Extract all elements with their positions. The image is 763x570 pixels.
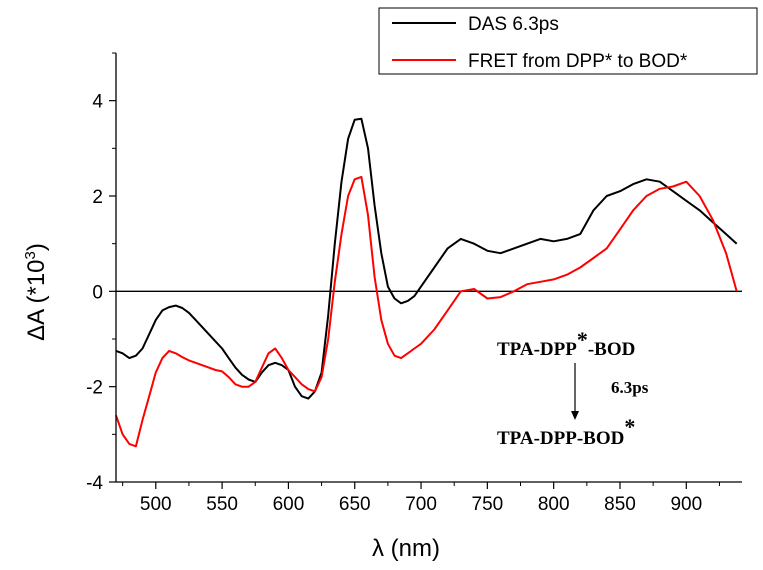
y-tick-label-2: 2 xyxy=(92,187,103,208)
annotation-line1-suffix: -BOD xyxy=(588,339,636,360)
x-tick-label-850: 850 xyxy=(604,494,636,515)
x-tick-label-600: 600 xyxy=(273,494,305,515)
annotation-line1-star: * xyxy=(577,327,588,352)
annotation: TPA-DPP*-BOD 6.3ps TPA-DPP-BOD* xyxy=(497,327,649,449)
series-layer xyxy=(115,117,738,448)
x-tick-label-800: 800 xyxy=(538,494,570,515)
annotation-line2: TPA-DPP-BOD* xyxy=(497,414,635,449)
y-axis-title-sup: 3 xyxy=(22,251,39,259)
legend-label-das: DAS 6.3ps xyxy=(468,14,559,35)
x-tick-label-650: 650 xyxy=(339,494,371,515)
x-tick-label-900: 900 xyxy=(670,494,702,515)
x-tick-label-700: 700 xyxy=(405,494,437,515)
legend-label-fret: FRET from DPP* to BOD* xyxy=(468,51,688,72)
annotation-line2-star: * xyxy=(624,414,635,439)
x-tick-label-550: 550 xyxy=(206,494,238,515)
y-tick-label--4: -4 xyxy=(86,473,103,494)
annotation-arrow-head xyxy=(571,411,579,420)
ticks-layer: 500 550 600 650 700 750 800 850 900 -4 -2 0 2 4 xyxy=(86,52,720,515)
y-tick-label--2: -2 xyxy=(86,378,103,399)
y-axis-title: ΔA (*103) xyxy=(22,243,50,341)
annotation-line2-prefix: TPA-DPP-BOD xyxy=(497,428,624,449)
y-axis-title-tail: ) xyxy=(23,243,50,251)
x-tick-label-750: 750 xyxy=(472,494,504,515)
y-tick-label-0: 0 xyxy=(92,282,103,303)
y-tick-label-4: 4 xyxy=(92,92,103,113)
legend: DAS 6.3ps FRET from DPP* to BOD* xyxy=(378,7,758,75)
annotation-line1-prefix: TPA-DPP xyxy=(497,339,577,360)
legend-box xyxy=(378,7,758,75)
series-line-0 xyxy=(115,117,738,400)
x-axis-title: λ (nm) xyxy=(372,535,440,562)
annotation-line1: TPA-DPP*-BOD xyxy=(497,327,635,360)
annotation-time: 6.3ps xyxy=(611,378,649,397)
axes-layer xyxy=(115,53,742,483)
x-tick-label-500: 500 xyxy=(140,494,172,515)
y-axis-title-main: ΔA (*10 xyxy=(23,259,50,340)
series-line-1 xyxy=(115,175,738,448)
